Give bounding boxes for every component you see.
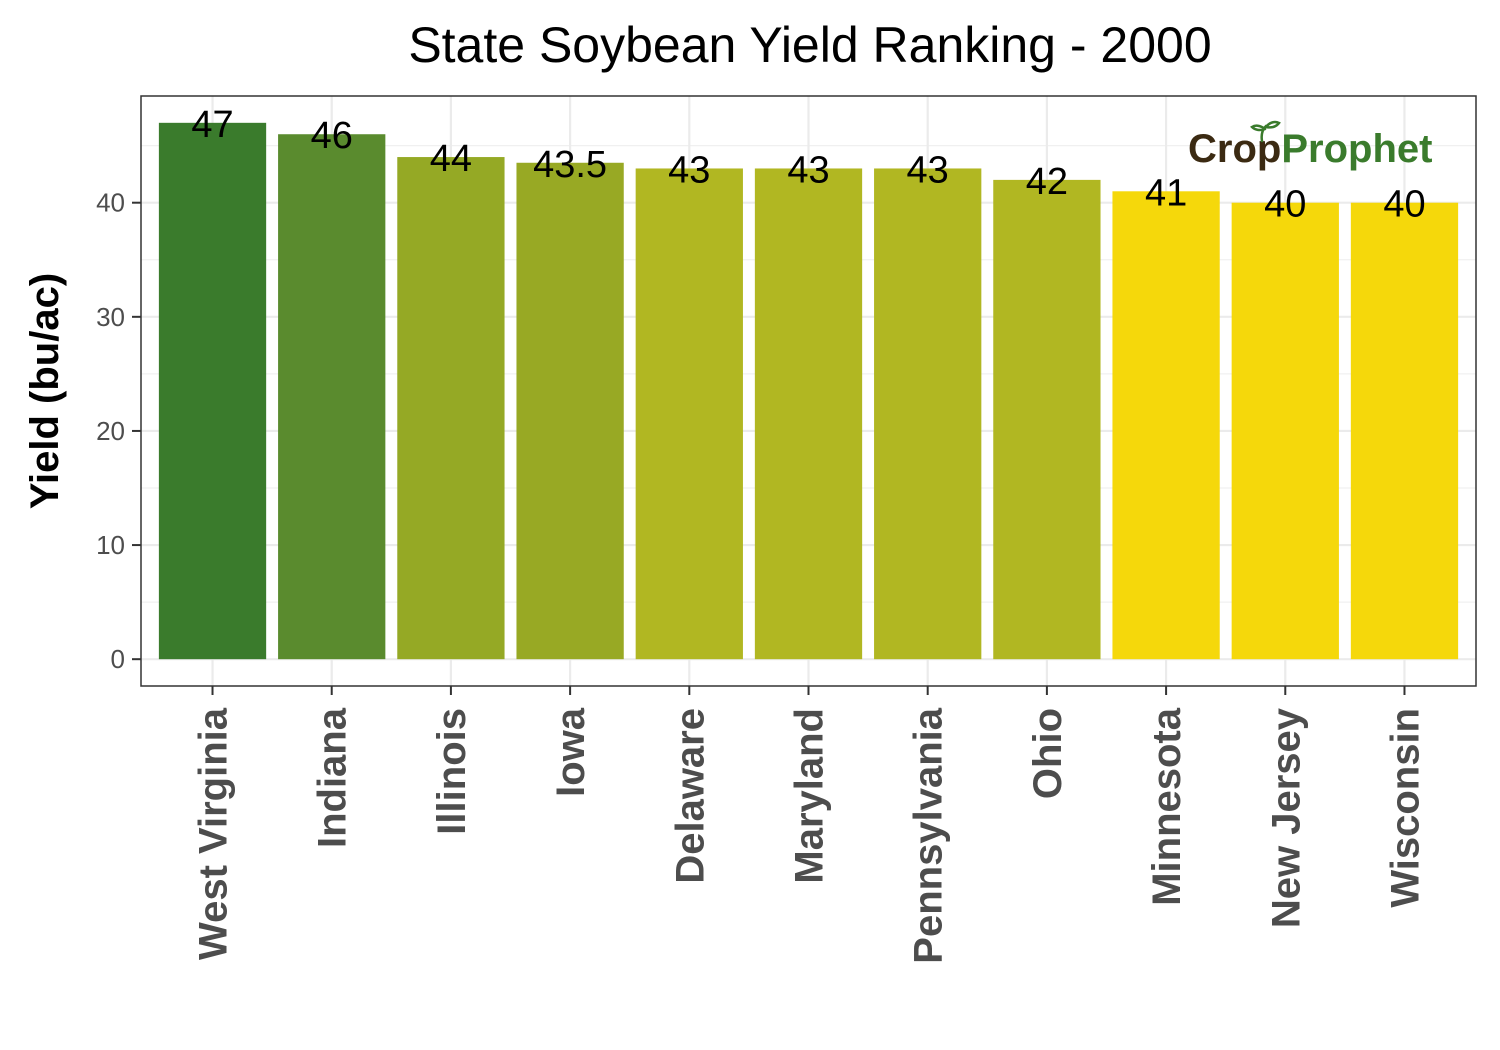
data-label: 44 (430, 138, 472, 180)
bar (1231, 202, 1339, 660)
bar (397, 157, 505, 660)
data-labels: 47 46 44 43.5 43 43 43 42 41 40 40 (191, 104, 1425, 226)
chart-title: State Soybean Yield Ranking - 2000 (408, 17, 1211, 73)
data-label: 41 (1145, 172, 1187, 214)
data-label: 43 (787, 149, 829, 191)
data-label: 40 (1264, 184, 1306, 226)
y-tick-label: 10 (96, 530, 125, 560)
bars (158, 122, 1459, 660)
x-tick-label: Maryland (788, 708, 832, 884)
data-label: 46 (311, 115, 353, 157)
bar (1112, 191, 1220, 660)
y-tick-label: 0 (111, 644, 125, 674)
bar (158, 122, 267, 660)
logo-text-prophet: Prophet (1281, 127, 1432, 171)
logo-text-crop-end: p (1257, 127, 1281, 171)
sprout-icon (1250, 120, 1281, 143)
x-tick-label: New Jersey (1264, 707, 1308, 928)
bar (754, 168, 863, 660)
x-tick-label: Pennsylvania (907, 707, 951, 963)
x-axis: West Virginia Indiana Illinois Iowa Delaware… (192, 686, 1427, 964)
x-tick-label: Minnesota (1145, 707, 1189, 906)
data-label: 40 (1383, 184, 1425, 226)
svg-text:CropProphet: CropProphet (1188, 127, 1432, 171)
x-tick-label: Iowa (549, 707, 593, 797)
bar (874, 168, 982, 660)
x-tick-label: Illinois (430, 708, 474, 835)
cropprophet-logo: CropProphet (1188, 120, 1432, 171)
x-tick-label: Indiana (311, 707, 355, 848)
y-tick-label: 40 (96, 188, 125, 218)
bar (278, 134, 386, 660)
bar (516, 162, 624, 660)
data-label: 42 (1026, 161, 1068, 203)
data-label: 43 (668, 149, 710, 191)
bar (635, 168, 743, 660)
data-label: 43 (907, 149, 949, 191)
x-tick-label: Wisconsin (1383, 708, 1427, 908)
data-label: 43.5 (533, 144, 607, 186)
bar (1350, 202, 1459, 660)
bar (993, 179, 1101, 660)
y-tick-label: 20 (96, 416, 125, 446)
x-tick-label: West Virginia (192, 707, 236, 960)
y-axis-label: Yield (bu/ac) (23, 273, 67, 509)
data-label: 47 (191, 104, 233, 146)
y-axis: 0 10 20 30 40 (96, 188, 141, 674)
logo-text-crop-o: o (1232, 127, 1256, 171)
x-tick-label: Delaware (668, 708, 712, 884)
logo-text-crop-start: Cr (1188, 127, 1232, 171)
x-tick-label: Ohio (1026, 708, 1070, 799)
y-tick-label: 30 (96, 302, 125, 332)
